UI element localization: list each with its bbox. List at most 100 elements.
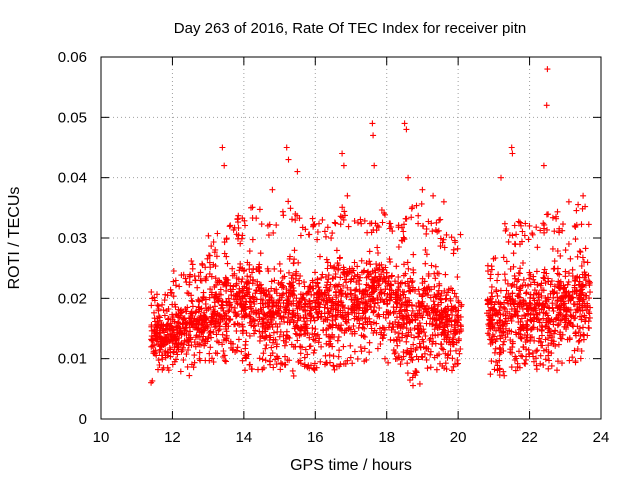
data-point	[392, 289, 399, 296]
data-point	[421, 287, 428, 294]
data-point	[559, 295, 566, 302]
data-point	[230, 292, 237, 299]
data-point	[444, 289, 451, 296]
data-point	[382, 355, 388, 362]
data-point	[325, 292, 332, 299]
data-point	[366, 349, 373, 356]
data-point	[541, 266, 548, 273]
data-point	[285, 315, 291, 322]
data-point	[354, 302, 361, 309]
data-point	[183, 308, 190, 315]
data-point	[520, 297, 527, 304]
data-point	[234, 344, 241, 351]
data-point	[572, 359, 579, 366]
data-point	[531, 304, 538, 311]
data-point	[397, 292, 404, 299]
data-point	[272, 336, 279, 343]
data-point	[540, 315, 547, 322]
data-point	[224, 277, 231, 284]
data-point	[449, 341, 456, 348]
data-point	[161, 350, 168, 356]
data-point	[368, 296, 374, 303]
data-point	[492, 255, 499, 261]
data-point	[167, 353, 174, 360]
data-point	[307, 343, 314, 350]
data-point	[447, 348, 454, 354]
data-point	[584, 332, 591, 339]
data-point	[500, 341, 506, 348]
data-point	[224, 260, 231, 267]
data-point	[348, 306, 355, 313]
data-point	[312, 269, 318, 276]
data-point	[396, 337, 403, 344]
data-point	[389, 321, 396, 327]
data-point	[511, 272, 518, 279]
data-point	[387, 336, 394, 343]
data-point	[384, 300, 391, 307]
data-point	[206, 350, 213, 357]
data-point	[507, 293, 513, 300]
data-point	[454, 312, 461, 319]
data-point	[403, 320, 410, 327]
data-point	[401, 120, 408, 127]
data-point	[330, 362, 337, 369]
data-point	[326, 352, 333, 359]
x-tick-label: 24	[593, 429, 610, 446]
data-point	[168, 289, 175, 296]
data-point	[313, 364, 320, 371]
data-point	[171, 348, 177, 355]
data-point	[369, 120, 376, 127]
data-point	[219, 144, 226, 151]
data-point	[331, 366, 338, 373]
data-point	[217, 286, 224, 293]
data-point	[227, 222, 234, 229]
data-point	[241, 217, 248, 224]
data-point	[435, 301, 442, 308]
data-point	[151, 342, 158, 349]
data-point	[190, 317, 197, 324]
data-point	[333, 294, 340, 301]
data-point	[395, 280, 402, 287]
data-point	[395, 222, 402, 229]
data-point	[300, 323, 307, 330]
data-point	[337, 287, 344, 294]
data-point	[219, 341, 226, 348]
data-point	[435, 270, 442, 277]
data-point	[265, 232, 272, 239]
data-point	[306, 334, 313, 341]
data-point	[289, 290, 296, 297]
data-point	[198, 305, 205, 312]
data-point	[268, 278, 275, 285]
data-point	[301, 354, 308, 361]
data-point	[277, 328, 284, 335]
data-point	[309, 331, 316, 338]
data-point	[159, 335, 166, 342]
data-point	[515, 218, 522, 225]
data-point	[517, 265, 524, 272]
data-point	[457, 231, 464, 238]
data-point	[488, 289, 495, 296]
data-point	[386, 290, 393, 297]
data-point	[569, 322, 576, 328]
data-point	[162, 354, 169, 361]
data-point	[402, 280, 409, 287]
data-point	[311, 317, 318, 324]
data-point	[415, 220, 422, 227]
data-point	[498, 329, 505, 336]
data-point	[205, 333, 212, 340]
data-point	[366, 315, 373, 322]
data-point	[542, 356, 549, 363]
data-point	[344, 311, 351, 318]
data-point	[223, 253, 230, 260]
data-point	[510, 250, 517, 257]
data-point	[199, 329, 206, 336]
data-point	[323, 256, 330, 263]
data-point	[361, 345, 368, 352]
data-point	[311, 360, 318, 367]
data-point	[502, 312, 509, 319]
data-point	[517, 219, 524, 226]
data-point	[509, 340, 516, 347]
data-point	[382, 264, 389, 271]
data-point	[516, 270, 523, 277]
